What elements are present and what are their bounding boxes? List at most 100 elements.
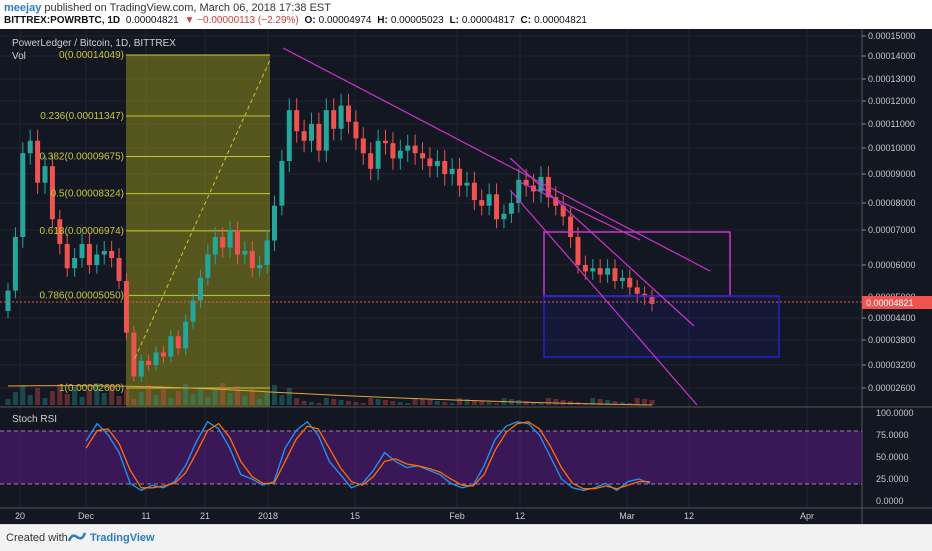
time-tick-label: 2018 [258, 511, 278, 521]
volume-bar [471, 400, 477, 405]
time-tick-label: 11 [141, 511, 150, 521]
price-tick-label: 0.00006000 [868, 260, 916, 270]
volume-bar [627, 403, 633, 405]
candle-body [494, 194, 500, 220]
candle-body [212, 237, 218, 255]
volume-bar [57, 384, 63, 405]
time-tick-label: 12 [684, 511, 694, 521]
stoch-rsi-pane [0, 420, 862, 492]
candle-body [271, 205, 277, 241]
tradingview-brand-link[interactable]: TradingView [90, 532, 155, 544]
volume-bar [35, 388, 41, 405]
candle-body [627, 277, 633, 288]
candle-body [190, 300, 196, 322]
volume-bar [264, 392, 270, 405]
volume-bar [190, 394, 196, 405]
fib-level-label: 1(0.00002600) [59, 383, 124, 394]
volume-bar [605, 400, 611, 405]
price-change: ▼ −0.00000113 (−2.29%) [184, 15, 299, 26]
volume-bar [146, 385, 152, 405]
candle-body [457, 168, 463, 186]
candle-body [397, 150, 403, 159]
volume-bar [101, 393, 107, 405]
candle-body [286, 110, 292, 161]
volume-bar [27, 395, 33, 405]
volume-bar [479, 401, 485, 405]
candle-body [471, 182, 477, 201]
volume-bar [449, 403, 455, 405]
volume-bar [338, 400, 344, 405]
price-tick-label: 0.00009000 [868, 169, 916, 179]
published-text: published on TradingView.com, March 06, … [44, 2, 331, 14]
fib-labels: 0(0.00014049) 0.236(0.00011347) 0.382(0.00… [39, 50, 124, 394]
trendline-main [282, 47, 711, 272]
chart-title: PowerLedger / Bitcoin, 1D, BITTREX [12, 38, 176, 49]
volume-bar [316, 403, 322, 405]
volume-bar [94, 383, 100, 405]
candle-body [257, 265, 263, 269]
close-value: 0.00004821 [534, 15, 587, 26]
candle-body [368, 153, 374, 169]
candle-body [109, 251, 115, 258]
fib-level-label: 0.786(0.00005050) [39, 290, 124, 301]
candle-body [35, 140, 41, 183]
volume-bar [642, 399, 648, 405]
candle-body [12, 237, 18, 291]
trendline-short [519, 181, 641, 241]
candle-body [116, 258, 122, 281]
chart-canvas[interactable]: 0(0.00014049) 0.236(0.00011347) 0.382(0.00… [0, 0, 932, 524]
candle-body [27, 140, 33, 154]
candle-body [338, 105, 344, 129]
candle-body [434, 161, 440, 167]
candle-body [427, 158, 433, 167]
fib-level-label: 0.5(0.00008324) [51, 189, 124, 200]
candle-body [279, 161, 285, 206]
candle-body [79, 244, 85, 258]
volume-bar [79, 397, 85, 405]
stoch-title: Stoch RSI [12, 414, 57, 425]
stoch-series-line [85, 420, 651, 492]
candle-body [590, 268, 596, 272]
volume-bar [227, 393, 233, 405]
candle-body [5, 290, 11, 311]
volume-bars [5, 383, 655, 406]
candle-body [220, 237, 226, 248]
candle-body [168, 336, 174, 357]
time-tick-label: Dec [78, 511, 95, 521]
open-value: 0.00004974 [318, 15, 372, 26]
volume-bar [545, 398, 551, 405]
candle-body [568, 216, 574, 237]
candle-body [101, 251, 107, 255]
price-tick-label: 0.00010000 [868, 143, 916, 153]
symbol-label: BITTREX:POWRBTC, 1D [4, 15, 121, 26]
candle-body [42, 166, 48, 183]
candle-body [316, 124, 322, 151]
volume-bar [234, 386, 240, 405]
volume-bar [160, 388, 166, 405]
volume-bar [353, 402, 359, 405]
last-price-tag-label: 0.00004821 [866, 298, 914, 308]
fib-level-label: 0.236(0.00011347) [40, 111, 124, 122]
volume-bar [197, 387, 203, 405]
time-tick-label: Feb [449, 511, 465, 521]
volume-bar [301, 401, 307, 405]
stoch-tick-label: 75.0000 [876, 430, 909, 440]
candle-body [123, 281, 129, 333]
volume-bar [494, 403, 500, 405]
volume-bar [420, 399, 426, 405]
candle-body [538, 176, 544, 192]
stoch-axis: 100.0000 75.0000 50.0000 25.0000 0.0000 [876, 408, 914, 506]
candle-body [516, 179, 522, 203]
candle-body [605, 268, 611, 275]
candle-body [464, 182, 470, 186]
volume-bar [220, 383, 226, 405]
time-tick-label: 15 [350, 511, 360, 521]
stoch-series-line [85, 421, 650, 490]
candle-body [649, 297, 655, 304]
volume-bar [257, 399, 263, 405]
time-axis: 20 Dec 11 21 2018 15 Feb 12 Mar 12 Apr [0, 507, 932, 521]
lower-box [543, 295, 780, 358]
candle-body [264, 240, 270, 265]
author-link[interactable]: meejay [4, 2, 42, 14]
time-tick-label: Mar [619, 511, 635, 521]
